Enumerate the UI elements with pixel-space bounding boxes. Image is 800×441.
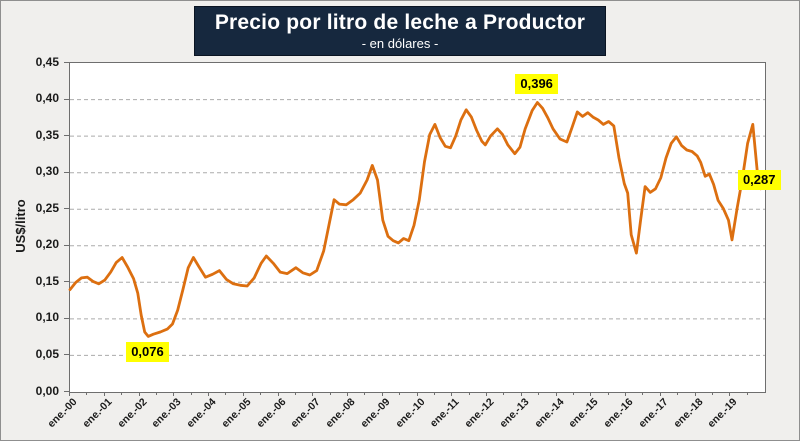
x-tick-mark: [138, 392, 140, 396]
x-minor-tick-mark: [329, 392, 331, 395]
price-line: [68, 101, 766, 338]
chart-subtitle: - en dólares -: [361, 35, 439, 51]
y-tick-mark: [64, 354, 69, 356]
y-tick-label: 0,00: [35, 383, 59, 398]
x-tick-mark: [486, 392, 487, 396]
x-tick-mark: [381, 392, 383, 396]
x-minor-tick-mark: [190, 392, 192, 395]
x-minor-tick-mark: [677, 392, 679, 395]
x-minor-tick-mark: [642, 392, 644, 395]
y-tick-label: 0,10: [35, 310, 59, 325]
y-tick-label: 0,15: [35, 273, 59, 288]
data-label-max: 0,396: [515, 74, 558, 95]
x-tick-mark: [208, 392, 209, 396]
x-minor-tick-mark: [399, 392, 401, 395]
x-minor-tick-mark: [468, 392, 470, 395]
x-minor-tick-mark: [121, 392, 123, 395]
x-tick-mark: [69, 392, 70, 396]
y-tick-mark: [64, 244, 69, 246]
x-tick-mark: [416, 392, 418, 396]
x-tick-mark: [659, 392, 661, 396]
x-tick-mark: [347, 392, 348, 396]
y-tick-label: 0,05: [35, 346, 59, 361]
chart-title-box: Precio por litro de leche a Productor - …: [194, 6, 606, 56]
y-axis-title: US$/litro: [13, 199, 28, 253]
y-tick-mark: [64, 135, 69, 137]
x-minor-tick-mark: [260, 392, 262, 395]
y-tick-mark: [64, 281, 69, 283]
y-tick-label: 0,40: [35, 91, 59, 106]
x-tick-mark: [590, 392, 592, 396]
x-tick-mark: [625, 392, 626, 396]
y-tick-mark: [64, 62, 69, 63]
x-tick-mark: [729, 392, 731, 396]
x-minor-tick-mark: [746, 392, 748, 395]
y-tick-label: 0,30: [35, 164, 59, 179]
data-label-min: 0,076: [126, 342, 169, 363]
x-tick-mark: [173, 392, 175, 396]
x-minor-tick-mark: [433, 392, 435, 395]
x-minor-tick-mark: [572, 392, 574, 395]
series-svg: [68, 99, 766, 356]
y-tick-label: 0,20: [35, 237, 59, 252]
y-tick-mark: [64, 317, 69, 319]
y-tick-mark: [64, 98, 69, 100]
x-minor-tick-mark: [711, 392, 713, 395]
x-minor-tick-mark: [86, 392, 88, 395]
x-tick-mark: [242, 392, 244, 396]
y-tick-mark: [64, 171, 69, 173]
x-tick-mark: [694, 392, 696, 396]
x-tick-mark: [451, 392, 453, 396]
chart-title: Precio por litro de leche a Productor: [214, 10, 586, 34]
y-tick-mark: [64, 208, 69, 210]
x-tick-mark: [555, 392, 557, 396]
data-label-last: 0,287: [737, 170, 781, 191]
x-minor-tick-mark: [364, 392, 366, 395]
y-tick-label: 0,35: [35, 127, 59, 142]
x-tick-mark: [103, 392, 105, 396]
x-tick-mark: [312, 392, 314, 396]
x-tick-mark: [277, 392, 279, 396]
plot-area: [68, 62, 766, 393]
x-tick-mark: [520, 392, 522, 396]
x-minor-tick-mark: [294, 392, 296, 395]
x-minor-tick-mark: [538, 392, 540, 395]
y-tick-label: 0,25: [35, 200, 59, 215]
x-minor-tick-mark: [607, 392, 609, 395]
x-minor-tick-mark: [503, 392, 505, 395]
y-tick-label: 0,45: [35, 54, 59, 69]
y-tick-mark: [64, 391, 69, 392]
x-minor-tick-mark: [225, 392, 227, 395]
x-minor-tick-mark: [155, 392, 157, 395]
